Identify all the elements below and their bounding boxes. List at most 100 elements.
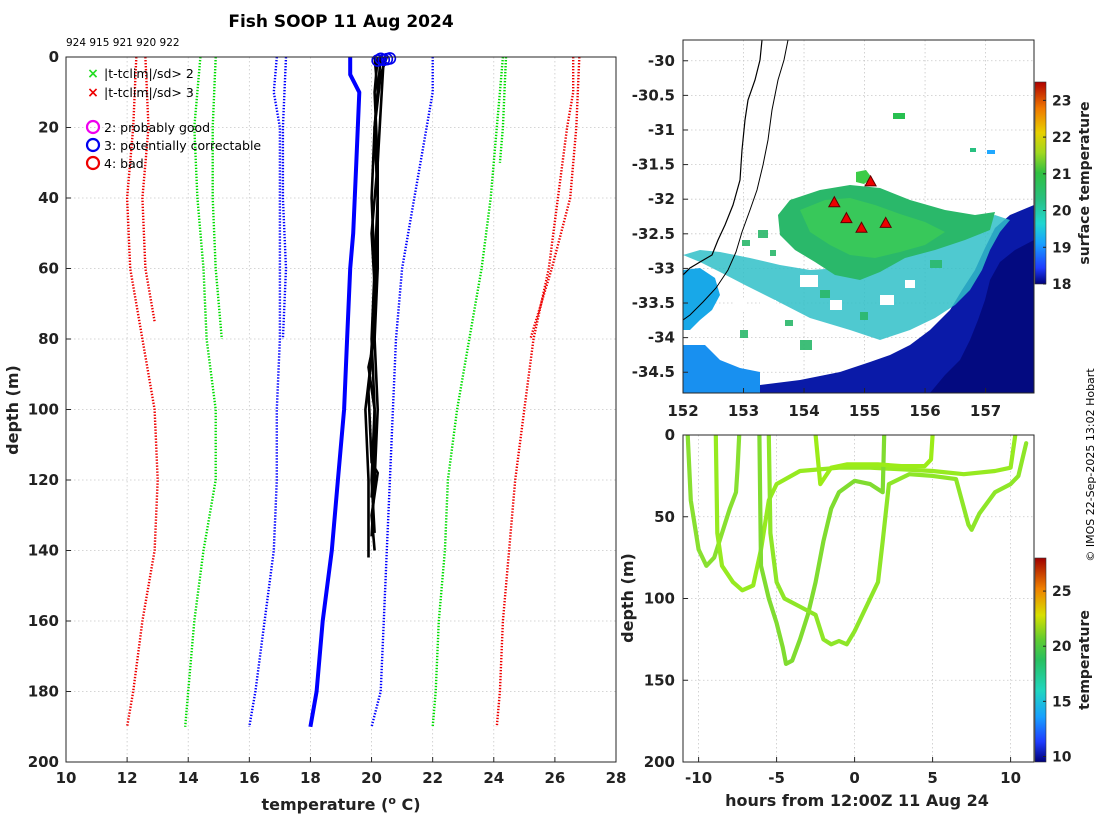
- section-x-tick-label: 0: [849, 769, 859, 787]
- map-x-tick-label: 152: [667, 402, 698, 420]
- temp-colorbar-tick-label: 20: [1052, 639, 1072, 655]
- profile-panel: 10 12 14 16 18 20 22 24 26 28 0 20 40 60 80 100 120 140 16…: [3, 48, 626, 814]
- sst-green-center: [800, 198, 945, 258]
- profile-y-label: depth (m): [3, 365, 22, 455]
- profile-ids: 924 915 921 920 922: [66, 37, 180, 49]
- profile-location-marker: [864, 174, 877, 187]
- legend-circle-red: [85, 155, 101, 171]
- profile-x-tick-label: 26: [544, 769, 565, 787]
- profile-legend: × |t-tclim|/sd> 2 × |t-tclim|/sd> 3 2: p…: [85, 66, 261, 171]
- profile-y-tick-label: 0: [49, 48, 59, 66]
- legend-x-red-marker: ×: [87, 85, 99, 101]
- section-y-tick-label: 200: [644, 753, 675, 771]
- section-y-tick-label: 0: [665, 426, 675, 444]
- observed-profile-922: [370, 57, 389, 537]
- section-x-tick-label: 5: [927, 769, 937, 787]
- profile-y-tick-label: 140: [28, 542, 59, 560]
- legend-blue-label: 3: potentially correctable: [104, 138, 261, 153]
- profile-location-markers: [827, 174, 893, 233]
- profile-x-tick-label: 16: [239, 769, 260, 787]
- sst-south-west: [683, 345, 760, 393]
- sst-deep-blue: [930, 240, 1034, 393]
- sst-patch-4: [987, 150, 995, 154]
- section-y-tick-label: 50: [654, 508, 675, 526]
- map-y-tick-label: -30.5: [632, 86, 675, 104]
- sst-warm-current: [700, 205, 1034, 393]
- climatology-line-+3sd-b: [529, 57, 581, 340]
- climatology-line--1sd: [248, 57, 282, 728]
- qc-flag-markers: [371, 52, 397, 67]
- profile-y-tick-label: 40: [38, 189, 59, 207]
- profile-y-tick-label: 60: [38, 260, 59, 278]
- section-x-tick-label: -10: [685, 769, 712, 787]
- temp-colorbar-tick-label: 10: [1052, 749, 1072, 765]
- map-y-tick-label: -33.5: [632, 294, 675, 312]
- profile-y-tick-label: 100: [28, 401, 59, 419]
- profile-y-tick-label: 20: [38, 119, 59, 137]
- sst-patch-3: [970, 148, 976, 152]
- profile-location-marker: [840, 211, 853, 224]
- sst-speckles: [740, 230, 942, 350]
- climatology-line--3sd: [125, 57, 159, 728]
- climatology-line-+2sd: [431, 57, 505, 727]
- temp-colorbar-tick-label: 15: [1052, 694, 1071, 710]
- section-x-tick-label: -5: [768, 769, 785, 787]
- qc-flag-circle: [371, 54, 384, 67]
- coastline: [683, 40, 789, 321]
- map-y-tick-label: -33: [648, 259, 675, 277]
- temp-colorbar-ticks: 10 15 20 25: [1043, 584, 1072, 765]
- map-y-tick-label: -30: [648, 52, 675, 70]
- climatology-line--1sd-b: [281, 57, 288, 340]
- sst-cloud-gaps: [720, 275, 915, 360]
- map-x-tick-label: 156: [909, 402, 940, 420]
- section-track-e: [813, 435, 935, 487]
- profile-ticks: 10 12 14 16 18 20 22 24 26 28 0 20 40 60 80 100 120 140 16…: [28, 48, 627, 787]
- profile-x-tick-label: 10: [56, 769, 77, 787]
- legend-red-label: 4: bad: [104, 156, 144, 171]
- climatology-line--2sd-b: [211, 57, 223, 340]
- profile-x-tick-label: 20: [361, 769, 382, 787]
- observed-profiles: [308, 57, 389, 728]
- section-y-tick-label: 150: [644, 671, 675, 689]
- sst-green-patch-2: [893, 113, 905, 119]
- coastline-path: [683, 40, 763, 276]
- section-x-label: hours from 12:00Z 11 Aug 24: [725, 791, 989, 810]
- legend-x-green-marker: ×: [87, 66, 99, 82]
- profile-location-marker: [879, 216, 893, 228]
- section-y-label: depth (m): [618, 553, 637, 643]
- section-tracks: [685, 435, 1029, 667]
- section-track-b: [713, 435, 1018, 593]
- section-x-tick-label: 10: [1000, 769, 1021, 787]
- sst-coastal-cyan: [683, 268, 720, 330]
- climatology-line--3sd-b: [141, 57, 156, 322]
- map-x-tick-label: 157: [970, 402, 1001, 420]
- map-x-tick-label: 153: [728, 402, 759, 420]
- map-panel: 152 153 154 155 156 157 -30 -30.5 -31 -31.5 -32 -32…: [632, 39, 1093, 420]
- profile-x-tick-label: 14: [178, 769, 199, 787]
- temp-colorbar-tick-label: 25: [1052, 584, 1071, 600]
- profile-x-tick-label: 28: [606, 769, 627, 787]
- sst-colorbar-tick-label: 20: [1052, 204, 1072, 220]
- legend-circle-blue: [85, 137, 101, 153]
- profile-location-marker: [827, 195, 841, 208]
- legend-x-green-label: |t-tclim|/sd> 2: [104, 66, 194, 81]
- climatology-line-+2sd-b: [498, 57, 508, 163]
- legend-circle-magenta: [85, 119, 101, 135]
- qc-flag-circle: [383, 52, 397, 65]
- map-frame: [682, 39, 1035, 394]
- map-y-tick-label: -32: [648, 190, 675, 208]
- observed-profile-mean-profile: [308, 57, 362, 728]
- profile-y-tick-label: 180: [28, 683, 59, 701]
- profile-y-tick-label: 120: [28, 471, 59, 489]
- map-y-tick-label: -31.5: [632, 156, 675, 174]
- sst-colorbar-tick-label: 19: [1052, 240, 1071, 256]
- profile-x-tick-label: 22: [422, 769, 443, 787]
- legend-magenta-label: 2: probably good: [104, 120, 210, 135]
- climatology-lines: [125, 57, 581, 728]
- map-ticks: 152 153 154 155 156 157 -30 -30.5 -31 -31.5 -32 -32…: [632, 52, 1001, 420]
- profile-location-marker: [855, 221, 868, 233]
- profile-x-tick-label: 12: [117, 769, 138, 787]
